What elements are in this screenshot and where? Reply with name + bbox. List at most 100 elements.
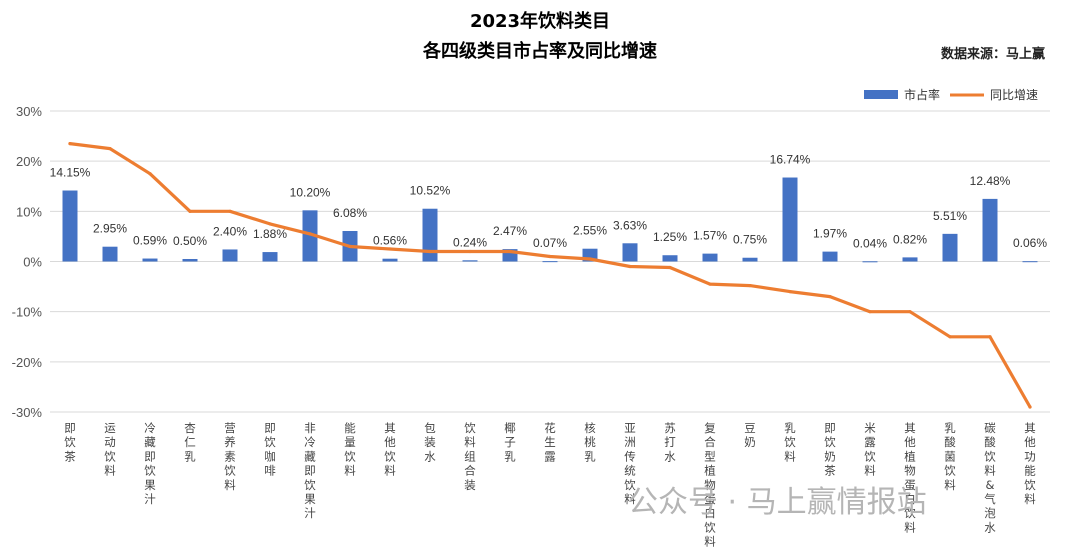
bar xyxy=(662,255,678,262)
bar-data-label: 2.47% xyxy=(493,224,527,238)
line-point xyxy=(468,249,472,254)
line-point xyxy=(68,142,72,146)
line-point xyxy=(708,282,712,286)
bar xyxy=(462,260,478,262)
bar xyxy=(382,258,398,262)
bar-data-label: 1.57% xyxy=(693,229,727,243)
bar-data-label: 0.06% xyxy=(1013,236,1047,250)
x-tick-label: 非冷藏即饮果汁 xyxy=(304,421,316,520)
line-point xyxy=(308,232,312,236)
line-point xyxy=(948,335,952,339)
line-point xyxy=(1028,405,1032,409)
x-tick-label: 花生露 xyxy=(544,421,556,463)
line-point xyxy=(908,310,912,314)
bar xyxy=(862,261,878,263)
x-tick-label: 乳饮料 xyxy=(784,421,796,463)
bar xyxy=(702,253,718,262)
x-tick-label: 即饮咖啡 xyxy=(264,421,276,478)
line-point xyxy=(588,257,592,261)
line-point xyxy=(228,209,232,213)
x-tick-label: 杏仁乳 xyxy=(184,421,196,463)
x-tick-label: 能量饮料 xyxy=(344,421,356,478)
bar-data-label: 3.63% xyxy=(613,218,647,232)
bar-data-label: 5.51% xyxy=(933,209,967,223)
growth-line xyxy=(68,142,1032,409)
bar xyxy=(102,246,118,262)
bar-data-label: 2.95% xyxy=(93,222,127,236)
y-tick-label: -30% xyxy=(12,405,43,420)
bar-data-label: 0.56% xyxy=(373,234,407,248)
bar-data-label: 2.55% xyxy=(573,224,607,238)
x-tick-label: 核桃乳 xyxy=(584,421,596,463)
line-point xyxy=(988,335,992,339)
bar xyxy=(62,190,78,262)
x-tick-label: 椰子乳 xyxy=(504,421,516,463)
x-tick-label: 其他功能饮料 xyxy=(1024,421,1036,506)
bar-data-label: 0.75% xyxy=(733,233,767,247)
bar xyxy=(262,252,278,262)
line-point xyxy=(548,254,552,259)
x-axis-categories: 即饮茶 运动饮料 冷藏即饮果汁 杏仁乳 营养素饮料 即饮咖啡 非冷藏即饮果汁 能量饮料 其他饮料… xyxy=(64,421,1036,549)
bar-data-label: 0.04% xyxy=(853,236,887,250)
chart-subtitle: 各四级类目市占率及同比增速 xyxy=(422,40,657,62)
bar xyxy=(222,249,238,262)
chart-title: 2023年饮料类目 xyxy=(470,10,610,32)
line-point xyxy=(108,147,112,151)
x-tick-label: 包装水 xyxy=(424,421,436,463)
y-tick-label: 30% xyxy=(16,104,42,119)
x-tick-label: 复合型植物蛋白饮料 xyxy=(704,421,716,549)
line-path xyxy=(68,142,1032,409)
y-tick-label: -10% xyxy=(12,305,43,320)
bar-data-label: 12.48% xyxy=(970,174,1011,188)
bar-data-label: 16.74% xyxy=(770,153,811,167)
line-point xyxy=(348,244,352,249)
bar xyxy=(182,258,198,262)
bar-data-label: 1.97% xyxy=(813,227,847,241)
line-point xyxy=(788,290,792,294)
x-tick-label: 其他饮料 xyxy=(384,421,396,478)
y-tick-label: 20% xyxy=(16,154,42,169)
bar-data-label: 0.07% xyxy=(533,236,567,250)
legend-label-line: 同比增速 xyxy=(990,88,1038,102)
line-point xyxy=(868,310,872,314)
line-point xyxy=(748,283,752,288)
bar xyxy=(942,233,958,262)
bar xyxy=(822,251,838,262)
bar-data-label: 1.88% xyxy=(253,227,287,241)
bar-data-label: 0.50% xyxy=(173,234,207,248)
bar xyxy=(542,261,558,263)
bar-data-labels: 14.15% 2.95% 0.59% 0.50% 2.40% 1.88% 10.20%6.0… xyxy=(50,153,1048,251)
line-point xyxy=(508,249,512,254)
line-point xyxy=(428,249,432,254)
bar xyxy=(422,208,438,262)
bar-data-label: 1.25% xyxy=(653,230,687,244)
y-tick-label: 0% xyxy=(23,255,42,270)
bar xyxy=(782,177,798,262)
y-tick-label: 10% xyxy=(16,204,42,219)
x-tick-label: 苏打水 xyxy=(664,421,676,463)
bar-data-label: 0.24% xyxy=(453,235,487,249)
bar xyxy=(1022,261,1038,263)
x-tick-label: 豆奶 xyxy=(744,421,756,449)
legend-swatch-bar xyxy=(864,90,898,99)
x-tick-label: 米露饮料 xyxy=(864,421,876,478)
line-point xyxy=(628,264,632,269)
bar-data-label: 0.82% xyxy=(893,232,927,246)
bar-data-label: 0.59% xyxy=(133,234,167,248)
bar xyxy=(982,198,998,262)
x-tick-label: 冷藏即饮果汁 xyxy=(144,421,156,506)
bar xyxy=(142,258,158,262)
x-tick-label: 碳酸饮料&气泡水 xyxy=(984,421,996,534)
y-tick-label: -20% xyxy=(12,355,43,370)
x-tick-label: 运动饮料 xyxy=(104,421,116,478)
x-tick-label: 乳酸菌饮料 xyxy=(944,421,956,492)
x-tick-label: 饮料组合装 xyxy=(464,421,476,492)
line-point xyxy=(668,265,672,270)
line-point xyxy=(148,172,152,176)
x-tick-label: 亚洲传统饮料 xyxy=(624,421,636,506)
line-point xyxy=(388,247,392,251)
legend-label-bar: 市占率 xyxy=(904,87,940,102)
bar xyxy=(622,243,638,262)
bar-data-label: 2.40% xyxy=(213,224,247,238)
